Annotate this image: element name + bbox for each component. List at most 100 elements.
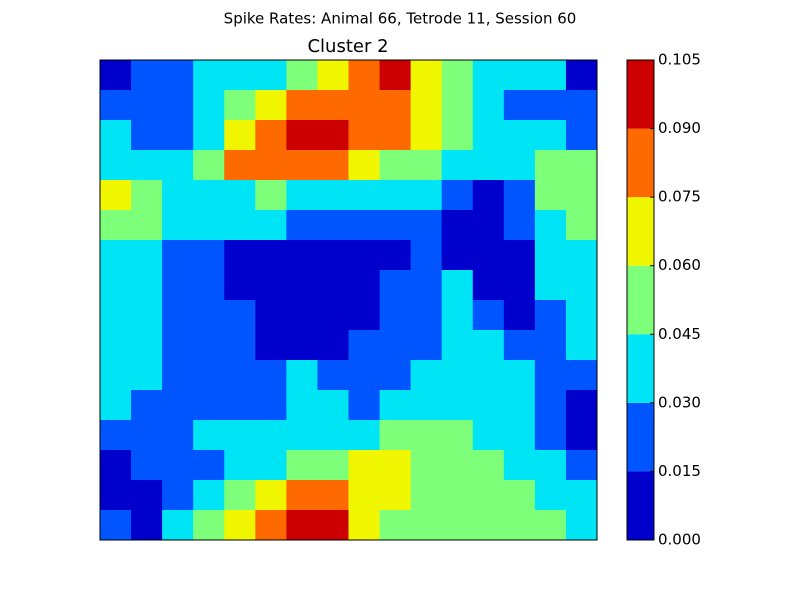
contour-cell (348, 300, 381, 331)
contour-cell (441, 90, 474, 121)
contour-cell (224, 510, 256, 541)
contour-cell (534, 480, 567, 511)
contour-cell (441, 360, 474, 391)
contour-cell (472, 360, 505, 391)
colorbar-segment (627, 197, 654, 266)
contour-cell (379, 120, 412, 151)
contour-cell (286, 270, 318, 301)
contour-cell (472, 180, 505, 211)
contour-cell (441, 300, 474, 331)
contour-cell (317, 300, 349, 331)
contour-cell (100, 360, 132, 391)
contour-cell (193, 330, 225, 361)
contour-cell (286, 180, 318, 211)
contour-cell (255, 420, 287, 451)
contour-cell (379, 60, 412, 91)
contour-cell (410, 510, 443, 541)
contour-field (100, 60, 598, 541)
contour-cell (131, 300, 163, 331)
contour-cell (565, 150, 598, 181)
contour-cell (472, 210, 505, 241)
contour-cell (100, 240, 132, 271)
contour-cell (410, 330, 443, 361)
contour-cell (255, 180, 287, 211)
contour-cell (472, 60, 505, 91)
contour-cell (410, 120, 443, 151)
contour-cell (100, 510, 132, 541)
contour-cell (348, 270, 381, 301)
contour-cell (379, 450, 412, 481)
contour-cell (348, 390, 381, 421)
contour-cell (131, 510, 163, 541)
contour-cell (503, 150, 536, 181)
contour-cell (317, 180, 349, 211)
contour-cell (255, 360, 287, 391)
contour-cell (255, 270, 287, 301)
contour-cell (162, 360, 194, 391)
contour-cell (410, 480, 443, 511)
contour-cell (131, 120, 163, 151)
contour-cell (441, 120, 474, 151)
contour-cell (286, 90, 318, 121)
colorbar-tick-label: 0.015 (658, 462, 701, 480)
contour-cell (162, 240, 194, 271)
contour-cell (503, 60, 536, 91)
contour-cell (410, 90, 443, 121)
contour-cell (348, 330, 381, 361)
contour-cell (410, 450, 443, 481)
contour-cell (503, 180, 536, 211)
contour-cell (224, 150, 256, 181)
contour-cell (131, 270, 163, 301)
contour-cell (193, 60, 225, 91)
contour-cell (503, 480, 536, 511)
contour-cell (131, 480, 163, 511)
contour-cell (410, 390, 443, 421)
contour-cell (565, 240, 598, 271)
contour-cell (100, 180, 132, 211)
contour-cell (534, 300, 567, 331)
contour-cell (534, 120, 567, 151)
contour-cell (472, 420, 505, 451)
contour-cell (317, 60, 349, 91)
contour-cell (348, 60, 381, 91)
contour-cell (410, 300, 443, 331)
contour-cell (317, 210, 349, 241)
colorbar-tick-label: 0.060 (658, 256, 701, 274)
colorbar-segment (627, 128, 654, 198)
contour-cell (317, 450, 349, 481)
contour-cell (224, 90, 256, 121)
contour-cell (131, 90, 163, 121)
contour-cell (317, 240, 349, 271)
contour-cell (565, 420, 598, 451)
colorbar-segment (627, 402, 654, 472)
contour-cell (317, 90, 349, 121)
contour-cell (534, 240, 567, 271)
contour-cell (193, 120, 225, 151)
contour-cell (379, 90, 412, 121)
contour-cell (379, 330, 412, 361)
contour-cell (410, 210, 443, 241)
contour-cell (131, 450, 163, 481)
contour-cell (503, 120, 536, 151)
contour-cell (410, 60, 443, 91)
contour-cell (472, 390, 505, 421)
contour-cell (193, 180, 225, 211)
colorbar-tick-label: 0.090 (658, 119, 701, 137)
contour-cell (224, 420, 256, 451)
contour-cell (348, 90, 381, 121)
contour-cell (224, 360, 256, 391)
contour-cell (224, 60, 256, 91)
contour-cell (317, 510, 349, 541)
contour-cell (317, 360, 349, 391)
contour-cell (565, 330, 598, 361)
contour-cell (286, 420, 318, 451)
contour-cell (472, 90, 505, 121)
contour-cell (255, 240, 287, 271)
contour-cell (131, 180, 163, 211)
contour-cell (193, 150, 225, 181)
contour-cell (503, 210, 536, 241)
contour-cell (162, 90, 194, 121)
contour-cell (503, 330, 536, 361)
contour-cell (255, 450, 287, 481)
contour-cell (224, 210, 256, 241)
